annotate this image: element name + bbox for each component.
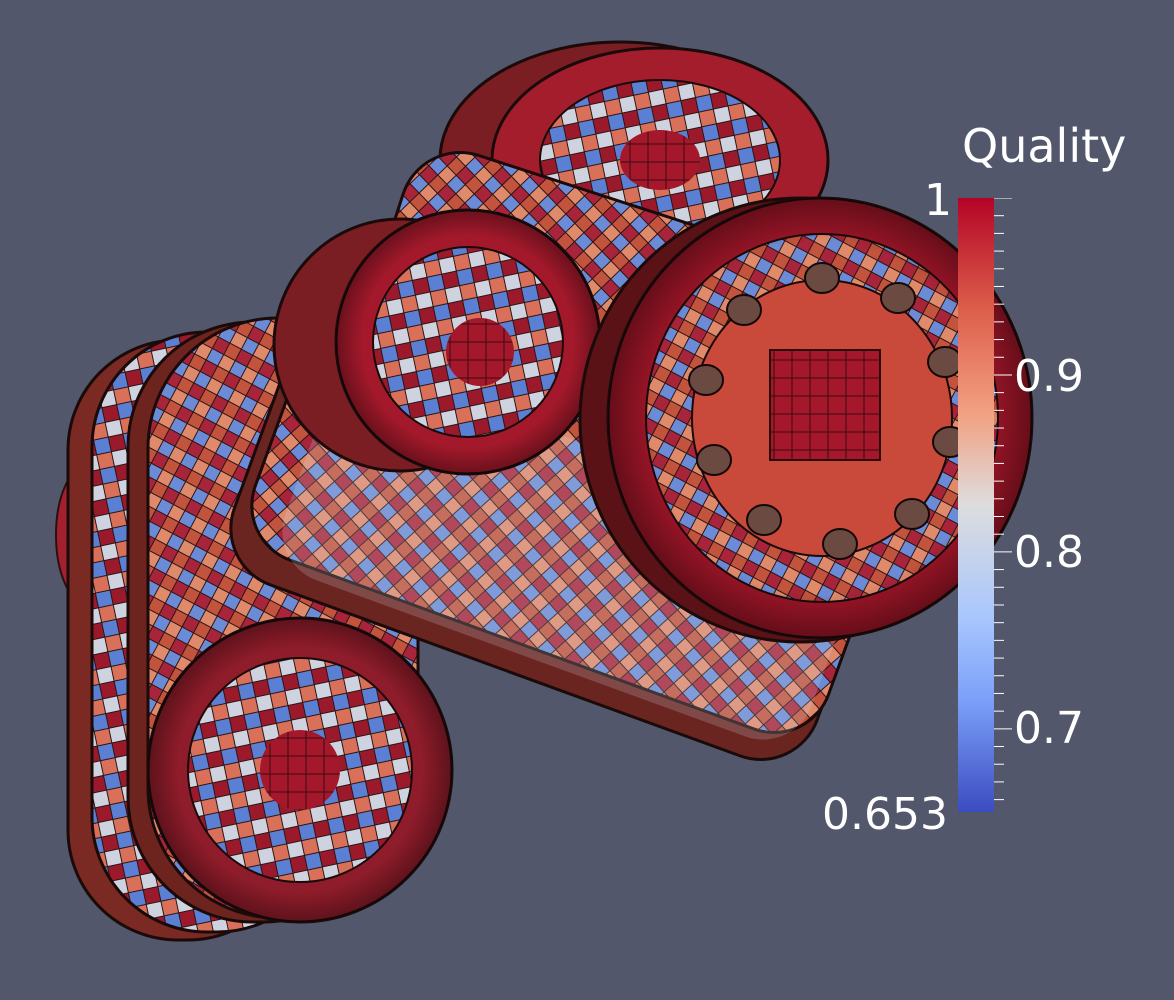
- colorbar-tick-0-9: 0.9: [1014, 351, 1084, 402]
- colorbar-tick-0-7: 0.7: [1014, 703, 1084, 754]
- colorbar-title: Quality: [962, 119, 1127, 173]
- colorbar-max-label: 1: [924, 175, 952, 226]
- colorbar-gradient: [958, 198, 994, 812]
- colorbar-min-label: 0.653: [822, 789, 948, 840]
- colorbar-tick-marks: [994, 198, 1012, 801]
- colorbar-tick-0-8: 0.8: [1014, 527, 1084, 578]
